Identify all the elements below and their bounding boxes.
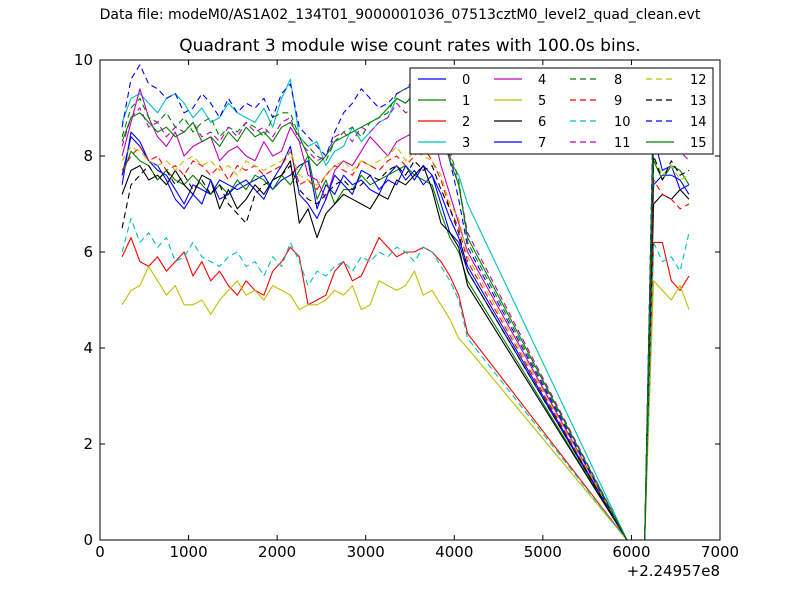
series-layer — [121, 64, 690, 541]
legend-label-6: 6 — [538, 115, 546, 130]
series-14-line — [121, 64, 690, 541]
series-3-line — [121, 78, 690, 541]
series-1-line — [121, 150, 690, 541]
x-tick-label: 6000 — [612, 543, 650, 561]
legend-label-13: 13 — [690, 94, 707, 109]
legend-label-2: 2 — [462, 115, 470, 130]
x-tick-label: 1000 — [169, 543, 207, 561]
x-offset-label: +2.24957e8 — [626, 562, 720, 580]
series-5-line — [121, 265, 690, 541]
y-tick-label: 4 — [83, 339, 93, 357]
legend-label-14: 14 — [690, 115, 707, 130]
series-9-line — [121, 145, 690, 541]
legend-label-1: 1 — [462, 94, 470, 109]
y-tick-label: 0 — [83, 531, 93, 549]
legend-label-3: 3 — [462, 136, 470, 151]
series-15-line — [121, 88, 690, 541]
series-2-line — [121, 237, 690, 541]
legend-label-7: 7 — [538, 136, 546, 151]
legend-label-4: 4 — [538, 73, 546, 88]
series-4-line — [121, 88, 690, 541]
legend-label-8: 8 — [614, 73, 622, 88]
figure-suptitle: Data file: modeM0/AS1A02_134T01_90000010… — [99, 7, 701, 23]
y-tick-label: 2 — [83, 435, 93, 453]
series-7-line — [121, 136, 690, 541]
series-10-line — [121, 217, 690, 541]
legend-label-10: 10 — [614, 115, 631, 130]
x-tick-label: 4000 — [435, 543, 473, 561]
legend-label-15: 15 — [690, 136, 707, 151]
chart-title: Quadrant 3 module wise count rates with … — [179, 36, 641, 56]
legend-label-9: 9 — [614, 94, 622, 109]
y-tick-label: 6 — [83, 243, 93, 261]
plot-frame — [99, 59, 721, 541]
series-8-line — [121, 78, 690, 541]
y-tick-label: 8 — [83, 147, 93, 165]
legend-box — [409, 67, 714, 155]
series-0-line — [121, 131, 690, 541]
legend-label-0: 0 — [462, 73, 470, 88]
legend-label-5: 5 — [538, 94, 546, 109]
series-6-line — [121, 160, 690, 541]
legend-label-11: 11 — [614, 136, 631, 151]
x-tick-label: 0 — [95, 543, 105, 561]
x-tick-label: 3000 — [347, 543, 385, 561]
x-tick-label: 7000 — [701, 543, 739, 561]
legend-label-12: 12 — [690, 73, 707, 88]
y-tick-label: 10 — [74, 51, 93, 69]
series-13-line — [121, 155, 690, 541]
x-tick-label: 5000 — [524, 543, 562, 561]
series-12-line — [121, 145, 690, 541]
x-tick-label: 2000 — [258, 543, 296, 561]
